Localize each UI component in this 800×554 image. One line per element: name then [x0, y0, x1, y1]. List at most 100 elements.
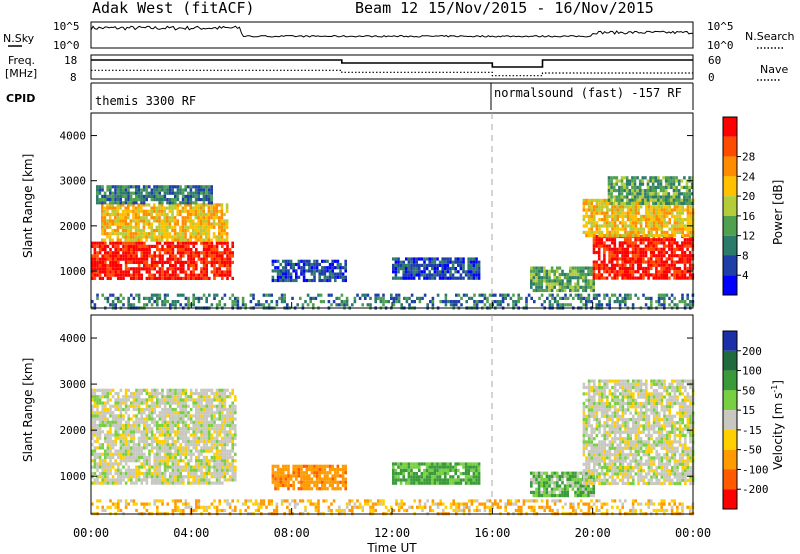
velocity-cell	[163, 478, 167, 482]
power-cell	[444, 276, 447, 280]
power-cell	[280, 296, 284, 300]
power-cell	[161, 270, 164, 274]
power-cell	[621, 266, 624, 271]
power-cell	[176, 188, 180, 192]
power-cell	[651, 198, 655, 202]
velocity-cell	[111, 395, 115, 399]
power-cell	[313, 269, 316, 273]
power-cell	[122, 251, 125, 255]
power-cell	[668, 263, 671, 267]
power-cell	[117, 273, 120, 277]
power-cell	[305, 269, 308, 273]
power-cell	[677, 195, 681, 199]
power-cell	[96, 260, 99, 264]
power-cell	[202, 276, 206, 280]
power-cell	[603, 221, 606, 225]
velocity-cell	[287, 480, 290, 484]
power-cell	[130, 248, 133, 252]
power-cell	[631, 201, 634, 205]
velocity-cell	[109, 452, 112, 456]
velocity-cell	[205, 478, 208, 482]
power-cell	[420, 263, 424, 267]
velocity-cell	[213, 439, 216, 444]
power-cell	[150, 212, 153, 217]
power-cell	[671, 211, 674, 215]
power-cell	[199, 216, 203, 220]
power-cell	[649, 238, 653, 242]
velocity-cell	[119, 411, 123, 415]
power-cell	[623, 176, 626, 180]
velocity-cell	[197, 465, 201, 469]
power-cell	[171, 267, 175, 271]
power-cell	[215, 303, 219, 307]
power-cell	[145, 216, 148, 220]
velocity-cell	[135, 404, 138, 408]
power-cell	[147, 232, 151, 236]
power-cell	[137, 276, 141, 280]
power-cell	[106, 244, 110, 248]
velocity-cell	[96, 452, 99, 456]
velocity-cell	[210, 420, 214, 424]
power-cell	[215, 293, 219, 297]
velocity-cell	[161, 443, 164, 447]
power-cell	[397, 270, 400, 274]
power-cell	[140, 238, 143, 242]
power-cell	[665, 266, 669, 271]
power-cell	[134, 216, 138, 220]
power-cell	[637, 205, 640, 209]
power-colorbar-cell	[723, 255, 737, 276]
velocity-cell	[213, 411, 216, 415]
power-cell	[145, 194, 148, 198]
power-cell	[145, 238, 148, 242]
power-cell	[189, 216, 192, 220]
nsky-tick-top: 10^5	[53, 20, 80, 33]
power-cell	[535, 282, 538, 286]
velocity-cell	[174, 417, 177, 421]
velocity-cell	[166, 468, 169, 472]
power-cell	[670, 179, 673, 183]
power-cell	[457, 270, 460, 274]
power-cell	[292, 266, 295, 270]
velocity-cell	[271, 471, 275, 475]
power-cell	[186, 216, 190, 220]
power-cell	[130, 276, 133, 280]
power-cell	[412, 276, 416, 280]
power-cell	[597, 254, 601, 258]
power-cell	[636, 260, 640, 264]
velocity-cell	[127, 414, 130, 418]
power-cell	[584, 285, 588, 289]
power-cell	[271, 275, 275, 279]
power-cell	[613, 234, 617, 238]
velocity-cell	[221, 446, 224, 450]
velocity-cell	[163, 407, 167, 412]
power-cell	[189, 198, 193, 202]
freq-label: Freq.	[8, 54, 35, 67]
velocity-cell	[182, 430, 185, 434]
power-cell	[556, 279, 559, 283]
power-cell	[132, 219, 135, 223]
velocity-cell	[109, 433, 112, 437]
power-cell	[678, 218, 682, 222]
velocity-cell	[135, 391, 138, 396]
power-cell	[690, 185, 694, 189]
power-cell	[361, 293, 364, 297]
power-cell	[673, 270, 676, 274]
power-cell	[598, 224, 601, 228]
velocity-cell	[91, 404, 94, 408]
power-cell	[675, 244, 679, 248]
power-cell	[483, 303, 487, 307]
power-cell	[176, 276, 180, 280]
velocity-cell	[150, 433, 154, 437]
power-cell	[140, 254, 143, 258]
power-cell	[122, 201, 125, 205]
power-cell	[140, 188, 143, 192]
velocity-cell	[205, 455, 208, 460]
velocity-cell	[91, 395, 94, 399]
velocity-cell	[166, 407, 169, 412]
velocity-cell	[221, 395, 224, 399]
power-cell	[428, 257, 431, 261]
velocity-cell	[101, 407, 104, 412]
power-cell	[665, 273, 669, 277]
power-cell	[163, 228, 166, 233]
power-cell	[270, 293, 273, 297]
